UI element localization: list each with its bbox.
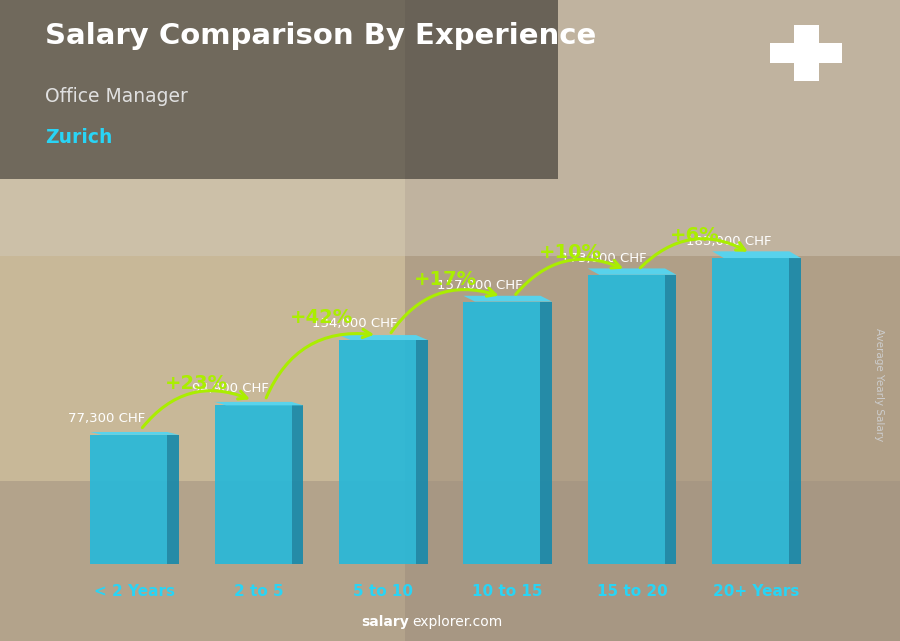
Text: salary: salary xyxy=(362,615,410,629)
FancyBboxPatch shape xyxy=(214,405,292,564)
Text: +42%: +42% xyxy=(290,308,353,327)
Text: 134,000 CHF: 134,000 CHF xyxy=(312,317,398,330)
Bar xyxy=(794,25,819,81)
Polygon shape xyxy=(214,402,303,405)
Polygon shape xyxy=(712,251,801,258)
Text: 157,000 CHF: 157,000 CHF xyxy=(436,279,522,292)
Text: Office Manager: Office Manager xyxy=(45,87,188,106)
Text: 2 to 5: 2 to 5 xyxy=(234,584,284,599)
FancyBboxPatch shape xyxy=(712,258,789,564)
Polygon shape xyxy=(90,432,179,435)
Text: Zurich: Zurich xyxy=(45,128,112,147)
Polygon shape xyxy=(541,301,552,564)
Bar xyxy=(770,44,842,63)
Text: Average Yearly Salary: Average Yearly Salary xyxy=(874,328,884,441)
Text: +6%: +6% xyxy=(670,226,719,246)
Text: 77,300 CHF: 77,300 CHF xyxy=(68,412,145,425)
Polygon shape xyxy=(665,275,677,564)
Text: 5 to 10: 5 to 10 xyxy=(354,584,413,599)
Text: 10 to 15: 10 to 15 xyxy=(472,584,543,599)
Text: 94,900 CHF: 94,900 CHF xyxy=(193,383,269,395)
Polygon shape xyxy=(416,340,428,564)
Polygon shape xyxy=(339,335,428,340)
Text: +17%: +17% xyxy=(414,270,477,288)
Polygon shape xyxy=(292,405,303,564)
Text: < 2 Years: < 2 Years xyxy=(94,584,175,599)
FancyBboxPatch shape xyxy=(464,301,541,564)
Bar xyxy=(405,0,900,641)
FancyBboxPatch shape xyxy=(90,435,167,564)
Text: Salary Comparison By Experience: Salary Comparison By Experience xyxy=(45,22,596,51)
Bar xyxy=(0,481,900,641)
Text: 15 to 20: 15 to 20 xyxy=(597,584,668,599)
Text: 20+ Years: 20+ Years xyxy=(714,584,800,599)
Bar xyxy=(0,0,558,179)
FancyBboxPatch shape xyxy=(339,340,416,564)
FancyBboxPatch shape xyxy=(588,275,665,564)
Text: +10%: +10% xyxy=(538,243,601,262)
Polygon shape xyxy=(789,258,801,564)
Text: explorer.com: explorer.com xyxy=(412,615,502,629)
Text: 173,000 CHF: 173,000 CHF xyxy=(561,252,647,265)
Polygon shape xyxy=(464,296,552,301)
Text: +23%: +23% xyxy=(165,374,229,392)
Polygon shape xyxy=(588,269,677,275)
Bar xyxy=(0,0,900,256)
Text: 183,000 CHF: 183,000 CHF xyxy=(686,235,771,248)
Polygon shape xyxy=(167,435,179,564)
